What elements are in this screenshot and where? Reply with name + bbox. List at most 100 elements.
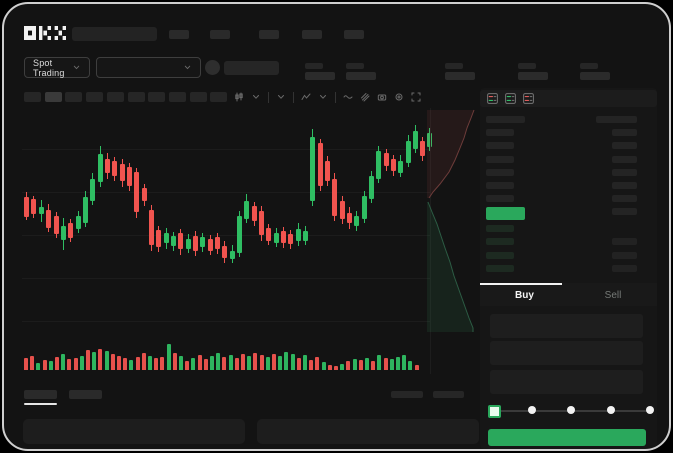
volume-bar — [166, 344, 171, 370]
candlestick — [54, 216, 59, 234]
orderbook-ask-amount[interactable] — [612, 169, 637, 176]
candlestick — [171, 236, 176, 246]
candlestick — [112, 161, 117, 176]
candlestick — [427, 133, 432, 147]
orderbook-ask-amount[interactable] — [612, 142, 637, 149]
slider-step[interactable] — [606, 406, 615, 414]
book-asks-icon[interactable] — [523, 93, 534, 104]
chevron-down-icon[interactable] — [318, 92, 328, 102]
gridline — [22, 149, 430, 150]
timeframe-button[interactable] — [65, 92, 83, 102]
timeframe-button[interactable] — [86, 92, 104, 102]
search-input[interactable] — [72, 27, 157, 41]
nav-item-placeholder[interactable] — [259, 30, 279, 39]
orderbook-ask-amount[interactable] — [596, 116, 637, 123]
orderbook-ask-amount[interactable] — [612, 208, 637, 215]
nav-item-placeholder[interactable] — [210, 30, 230, 39]
last-price-block[interactable] — [486, 207, 525, 220]
bottom-control-placeholder[interactable] — [433, 391, 464, 398]
volume-bar — [321, 362, 326, 370]
candlestick — [68, 223, 73, 238]
timeframe-button[interactable] — [106, 92, 124, 102]
timeframe-button[interactable] — [210, 92, 228, 102]
candlestick — [288, 234, 293, 244]
volume-bar — [228, 355, 233, 370]
volume-bar — [210, 356, 214, 370]
okx-logo — [24, 26, 66, 40]
chevron-down-icon[interactable] — [251, 92, 261, 102]
timeframe-button[interactable] — [44, 92, 62, 102]
buy-submit-button[interactable] — [488, 429, 646, 446]
nav-item-placeholder[interactable] — [344, 30, 364, 39]
orderbook-bid-row[interactable] — [486, 252, 514, 259]
pair-selector-dropdown[interactable] — [96, 57, 201, 78]
candle-style-icon[interactable] — [234, 92, 244, 102]
orderbook-bid-amount[interactable] — [612, 238, 637, 245]
camera-icon[interactable] — [377, 92, 387, 102]
orderbook-bid-row[interactable] — [486, 238, 514, 245]
timeframe-button[interactable] — [168, 92, 186, 102]
orderbook-bid-row[interactable] — [486, 265, 514, 272]
orderbook-bid-amount[interactable] — [612, 265, 637, 272]
orderbook-ask-row[interactable] — [486, 129, 514, 136]
nav-item-placeholder[interactable] — [302, 30, 322, 39]
orderbook-ask-amount[interactable] — [612, 182, 637, 189]
orderbook-bid-row[interactable] — [486, 225, 514, 232]
timeframe-button[interactable] — [189, 92, 207, 102]
slider-step[interactable] — [488, 405, 501, 418]
volume-bar — [185, 361, 190, 370]
volume-bar — [303, 355, 307, 370]
measure-icon[interactable] — [360, 92, 370, 102]
orderbook-ask-amount[interactable] — [612, 195, 637, 202]
chevron-down-icon — [72, 63, 81, 72]
candlestick — [127, 167, 132, 186]
chevron-down-icon — [183, 63, 192, 72]
bottom-control-placeholder[interactable] — [391, 391, 423, 398]
toolbar-divider — [268, 91, 269, 103]
fullscreen-icon[interactable] — [411, 92, 421, 102]
slider-step[interactable] — [527, 406, 536, 414]
bottom-tab[interactable] — [69, 390, 102, 399]
volume-bar — [371, 361, 376, 370]
bottom-tab[interactable] — [24, 390, 57, 399]
order-form-field[interactable] — [490, 314, 643, 338]
slider-step[interactable] — [567, 406, 575, 414]
volume-bar — [365, 358, 369, 370]
order-form-field[interactable] — [490, 341, 643, 365]
depth-bids-line — [427, 201, 474, 332]
tab-buy[interactable]: Buy — [515, 290, 534, 301]
spot-trading-dropdown[interactable]: Spot Trading — [24, 57, 90, 78]
candlestick — [384, 153, 389, 166]
volume-bar — [55, 357, 59, 370]
nav-item-placeholder[interactable] — [169, 30, 189, 39]
volume-bar — [352, 359, 357, 370]
orderbook-ask-row[interactable] — [486, 116, 525, 123]
candlestick-chart[interactable] — [2, 108, 432, 374]
orderbook-ask-amount[interactable] — [612, 156, 637, 163]
book-bids-icon[interactable] — [505, 93, 516, 104]
orderbook-bid-amount[interactable] — [612, 252, 637, 259]
orders-panel-placeholder — [23, 419, 245, 444]
order-form-field[interactable] — [490, 370, 643, 394]
volume-bar — [334, 366, 338, 370]
volume-bar — [309, 360, 314, 370]
volume-bar — [241, 354, 245, 370]
orderbook-ask-amount[interactable] — [612, 129, 637, 136]
slider-step[interactable] — [646, 406, 654, 414]
indicators-icon[interactable] — [301, 92, 311, 102]
candlestick — [296, 229, 301, 241]
wave-icon[interactable] — [343, 92, 353, 102]
orderbook-ask-row[interactable] — [486, 182, 514, 189]
settings-icon[interactable] — [394, 92, 404, 102]
ticker-stat-label-placeholder — [445, 63, 463, 69]
timeframe-button[interactable] — [127, 92, 145, 102]
timeframe-button[interactable] — [24, 92, 41, 102]
timeframe-button[interactable] — [148, 92, 166, 102]
tab-sell[interactable]: Sell — [604, 290, 622, 301]
chevron-down-icon[interactable] — [276, 92, 286, 102]
orderbook-ask-row[interactable] — [486, 142, 514, 149]
orderbook-ask-row[interactable] — [486, 156, 514, 163]
orderbook-ask-row[interactable] — [486, 169, 514, 176]
orderbook-ask-row[interactable] — [486, 195, 514, 202]
book-all-icon[interactable] — [487, 93, 498, 104]
